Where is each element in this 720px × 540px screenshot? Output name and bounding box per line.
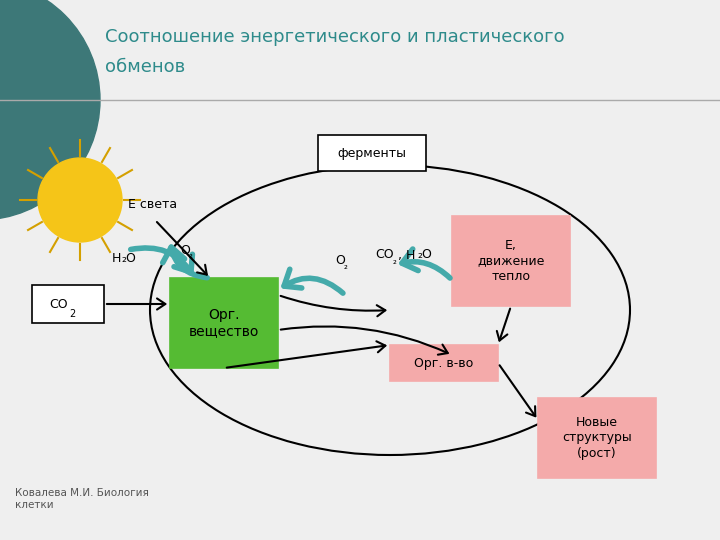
Text: , Н: , Н (398, 248, 415, 261)
FancyArrowPatch shape (163, 247, 207, 278)
Text: CO: CO (50, 298, 68, 310)
FancyArrowPatch shape (227, 341, 385, 368)
Text: ферменты: ферменты (338, 146, 407, 159)
Text: ₂: ₂ (344, 261, 348, 271)
Circle shape (38, 158, 122, 242)
Text: Орг. в-во: Орг. в-во (415, 356, 474, 369)
Text: 2: 2 (69, 309, 76, 319)
Circle shape (0, 0, 100, 220)
Text: Ковалева М.И. Биология
клетки: Ковалева М.И. Биология клетки (15, 488, 149, 510)
FancyArrowPatch shape (284, 269, 343, 293)
Text: Орг.
вещество: Орг. вещество (189, 308, 259, 338)
Text: СО: СО (375, 248, 394, 261)
Text: Н: Н (112, 252, 122, 265)
Text: О: О (180, 244, 190, 256)
Text: ₂О: ₂О (417, 248, 432, 261)
Text: Е,
движение
тепло: Е, движение тепло (477, 240, 545, 282)
Text: Новые
структуры
(рост): Новые структуры (рост) (562, 416, 632, 460)
Bar (318, 135, 426, 171)
Text: Соотношение энергетического и пластического: Соотношение энергетического и пластическ… (105, 28, 564, 46)
Bar (170, 278, 278, 368)
Bar (538, 398, 656, 478)
FancyArrowPatch shape (500, 365, 536, 416)
Text: О: О (335, 253, 345, 267)
FancyArrowPatch shape (281, 296, 385, 316)
Text: ₂О: ₂О (121, 252, 136, 265)
FancyArrowPatch shape (281, 326, 448, 355)
FancyArrowPatch shape (131, 248, 192, 272)
Text: ₂: ₂ (189, 250, 193, 260)
FancyArrowPatch shape (107, 299, 166, 309)
Text: Е света: Е света (128, 199, 177, 212)
Bar (452, 216, 570, 306)
FancyArrowPatch shape (402, 249, 450, 278)
FancyArrowPatch shape (157, 222, 207, 275)
Bar (390, 345, 498, 381)
Text: обменов: обменов (105, 58, 185, 76)
Bar (32, 285, 104, 323)
Text: ₂: ₂ (393, 256, 397, 266)
FancyArrowPatch shape (497, 309, 510, 341)
